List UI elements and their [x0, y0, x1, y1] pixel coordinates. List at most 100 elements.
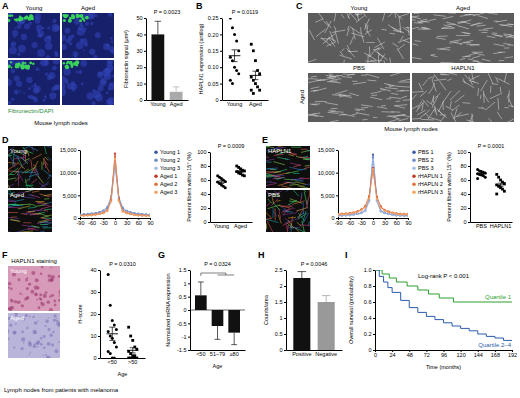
- image-texture: [78, 70, 82, 74]
- image-texture: [266, 212, 271, 218]
- chart: 05,00010,00015,000-90-60-300306090PBS 1P…: [318, 147, 443, 226]
- image-texture: [387, 115, 400, 117]
- x-axis-title: Age: [213, 363, 223, 369]
- image-texture: [391, 93, 398, 94]
- image-texture: [352, 81, 357, 82]
- image-texture: [31, 17, 34, 20]
- legend-entry: Aged 2: [160, 181, 177, 187]
- image-texture: [390, 73, 403, 76]
- image-texture: [9, 324, 12, 327]
- image-texture: [22, 294, 23, 295]
- image-texture: [465, 55, 470, 56]
- image-texture: [268, 199, 273, 204]
- image-texture: [466, 120, 479, 122]
- image-texture: [412, 19, 416, 21]
- tick-label: -0.5: [177, 321, 186, 327]
- tick-label: -30: [358, 220, 366, 226]
- image-texture: [463, 42, 471, 43]
- point: [141, 214, 143, 216]
- image-texture: [318, 13, 323, 20]
- image-texture: [21, 331, 24, 334]
- point: [98, 213, 100, 215]
- image-texture: [478, 30, 488, 31]
- point: [114, 153, 116, 155]
- point: [380, 207, 382, 209]
- image-caption: Mouse lymph nodes: [384, 126, 438, 132]
- point: [372, 156, 374, 158]
- tick: Negative: [315, 351, 337, 357]
- tick-label: 0.6: [364, 299, 372, 305]
- image-texture: [339, 94, 352, 97]
- image-texture: [24, 62, 26, 64]
- image-texture: [435, 106, 437, 116]
- image-texture: [343, 74, 355, 76]
- image-texture: [277, 172, 290, 175]
- image-texture: [504, 107, 508, 109]
- tick: 20: [90, 311, 100, 317]
- point: [113, 324, 116, 327]
- point: [111, 319, 114, 322]
- image-texture: [19, 293, 21, 295]
- image-texture: [305, 183, 310, 185]
- x-axis: 024487296120144168192: [374, 350, 517, 358]
- image-texture: [31, 146, 33, 152]
- image-texture: [8, 19, 10, 22]
- tick-mark: [78, 195, 80, 196]
- image-background: [8, 190, 52, 232]
- image-texture: [286, 190, 289, 191]
- image-texture: [21, 157, 28, 164]
- image-texture: [34, 83, 37, 86]
- point: [360, 212, 362, 214]
- error-cap: [130, 352, 136, 353]
- image-texture: [504, 73, 507, 82]
- image-texture: [286, 171, 298, 174]
- tick-label: 0.05: [208, 81, 219, 87]
- x-axis: PBSHAPLN1: [471, 223, 513, 230]
- legend-marker: [412, 158, 416, 162]
- tick-mark: [208, 166, 210, 167]
- image-texture: [460, 40, 473, 43]
- tick: 60: [460, 177, 470, 183]
- image-texture: [18, 206, 30, 209]
- point: [109, 352, 112, 355]
- point: [131, 339, 134, 342]
- point: [387, 211, 389, 213]
- image-texture: [293, 173, 300, 174]
- chart: 020406080100YoungAgedP = 0.0009Percent f…: [186, 143, 253, 229]
- image-texture: [434, 79, 447, 80]
- image-texture: [366, 42, 375, 43]
- image-texture: [108, 13, 112, 17]
- image-texture: [44, 198, 49, 199]
- image-texture: [437, 109, 442, 114]
- image-texture: [56, 318, 57, 319]
- image-texture: [494, 21, 498, 22]
- point: [395, 213, 397, 215]
- image-label: Fibronectin/DAPI: [8, 108, 54, 114]
- tick-mark: [336, 150, 338, 151]
- tick-label: 90: [405, 220, 411, 226]
- image-texture: [40, 60, 48, 66]
- tick: 100: [197, 149, 210, 155]
- image-texture: [83, 49, 85, 51]
- micrograph: [266, 146, 310, 188]
- tick-label: Aged: [170, 101, 183, 107]
- image-texture: [43, 158, 45, 165]
- point: [407, 213, 408, 215]
- image-texture: [69, 17, 71, 19]
- error-bar: [238, 171, 243, 173]
- image-texture: [50, 333, 53, 336]
- tick: -30: [100, 218, 108, 226]
- image-texture: [437, 36, 448, 37]
- y-axis: 020406080100: [197, 149, 210, 225]
- image-texture: [472, 73, 474, 80]
- image-texture: [281, 186, 292, 188]
- x-axis-line: [339, 218, 409, 219]
- image-texture: [361, 107, 368, 109]
- tick: 0: [139, 97, 146, 103]
- image-label: Aged: [81, 5, 95, 11]
- legend-marker: [412, 182, 416, 186]
- tick-mark: [336, 218, 338, 219]
- image-texture: [8, 182, 11, 188]
- image-texture: [42, 27, 45, 30]
- image-texture: [430, 117, 441, 120]
